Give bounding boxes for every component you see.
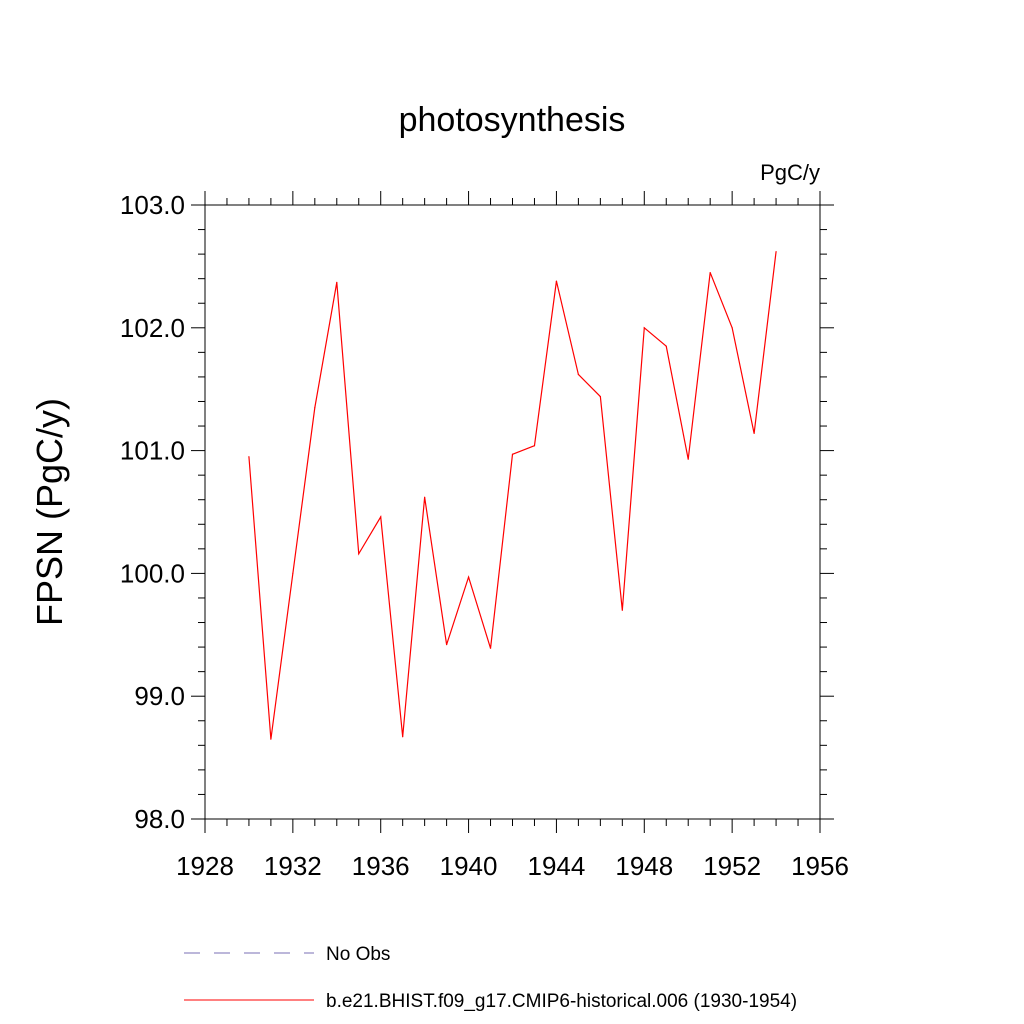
data-point xyxy=(248,456,250,458)
x-tick-label: 1928 xyxy=(176,851,234,881)
x-tick-label: 1948 xyxy=(615,851,673,881)
data-point xyxy=(336,281,338,283)
data-point xyxy=(292,572,294,575)
data-point xyxy=(511,453,514,455)
x-tick-label: 1956 xyxy=(791,851,849,881)
chart-title: photosynthesis xyxy=(399,101,626,139)
y-tick-label: 103.0 xyxy=(120,190,185,220)
data-point xyxy=(270,738,272,740)
data-point xyxy=(599,395,601,398)
data-point xyxy=(665,345,667,347)
x-tick-label: 1940 xyxy=(440,851,498,881)
x-tick-label: 1952 xyxy=(703,851,761,881)
y-tick-label: 99.0 xyxy=(134,681,185,711)
y-tick-label: 100.0 xyxy=(120,558,185,588)
y-tick-label: 101.0 xyxy=(120,436,185,466)
data-point xyxy=(358,553,360,555)
series-line-0 xyxy=(248,251,777,740)
x-tick-label: 1932 xyxy=(264,851,322,881)
data-point xyxy=(446,644,448,646)
axis-ticks: 1928 1932 1936 1940 1944 1948 1952 1956 98.0 99.0… xyxy=(120,190,849,881)
data-point xyxy=(775,251,777,253)
y-axis-label: FPSN (PgC/y) xyxy=(29,398,70,626)
data-point xyxy=(424,496,426,498)
legend: No Obs b.e21.BHIST.f09_g17.CMIP6-historic… xyxy=(184,944,797,1012)
data-point xyxy=(533,445,536,447)
data-point xyxy=(467,576,470,578)
legend-label-1: b.e21.BHIST.f09_g17.CMIP6-historical.006… xyxy=(326,991,797,1012)
x-tick-label: 1936 xyxy=(352,851,410,881)
data-point xyxy=(314,407,316,409)
legend-label-0: No Obs xyxy=(326,944,390,965)
data-point xyxy=(731,327,733,329)
data-point xyxy=(753,432,755,435)
units-label: PgC/y xyxy=(760,160,820,185)
data-point xyxy=(489,647,492,649)
data-point xyxy=(621,609,623,611)
x-tick-label: 1944 xyxy=(528,851,586,881)
data-point xyxy=(577,373,579,376)
data-point xyxy=(380,516,382,518)
data-point xyxy=(402,736,404,738)
data-point xyxy=(643,327,645,329)
series-layer xyxy=(248,251,777,740)
y-tick-label: 98.0 xyxy=(134,804,185,834)
plot-frame xyxy=(204,204,821,820)
data-point xyxy=(687,458,689,460)
data-point xyxy=(709,271,711,274)
y-tick-label: 102.0 xyxy=(120,313,185,343)
data-point xyxy=(555,280,558,282)
